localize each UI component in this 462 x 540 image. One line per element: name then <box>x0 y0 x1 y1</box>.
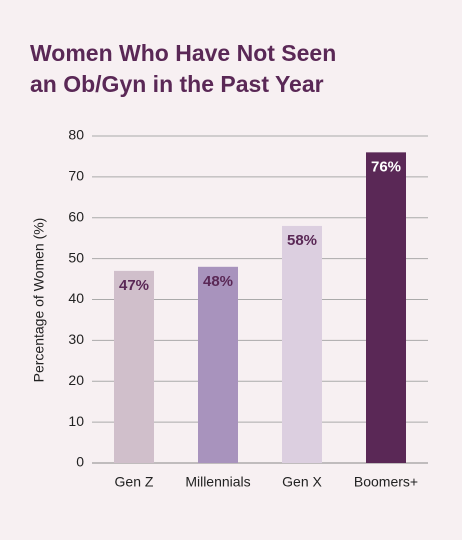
y-tick-label: 40 <box>68 290 84 306</box>
value-label: 58% <box>287 232 317 249</box>
chart-title: an Ob/Gyn in the Past Year <box>30 71 324 97</box>
y-tick-label: 50 <box>68 249 84 265</box>
value-label: 47% <box>119 277 149 294</box>
y-tick-label: 0 <box>76 454 84 470</box>
y-axis-label: Percentage of Women (%) <box>31 218 47 383</box>
y-tick-label: 80 <box>68 127 84 143</box>
bar <box>366 152 406 463</box>
y-tick-label: 10 <box>68 413 84 429</box>
bar <box>198 266 238 463</box>
y-tick-label: 20 <box>68 372 84 388</box>
y-tick-label: 70 <box>68 168 84 184</box>
x-tick-label: Boomers+ <box>354 474 418 490</box>
bar <box>282 225 322 463</box>
bar <box>114 270 154 463</box>
y-tick-label: 60 <box>68 208 84 224</box>
x-tick-label: Gen X <box>282 474 322 490</box>
x-tick-label: Gen Z <box>115 474 154 490</box>
chart-title: Women Who Have Not Seen <box>30 40 336 66</box>
y-tick-label: 30 <box>68 331 84 347</box>
x-tick-label: Millennials <box>185 474 250 490</box>
value-label: 48% <box>203 273 233 290</box>
value-label: 76% <box>371 158 401 175</box>
